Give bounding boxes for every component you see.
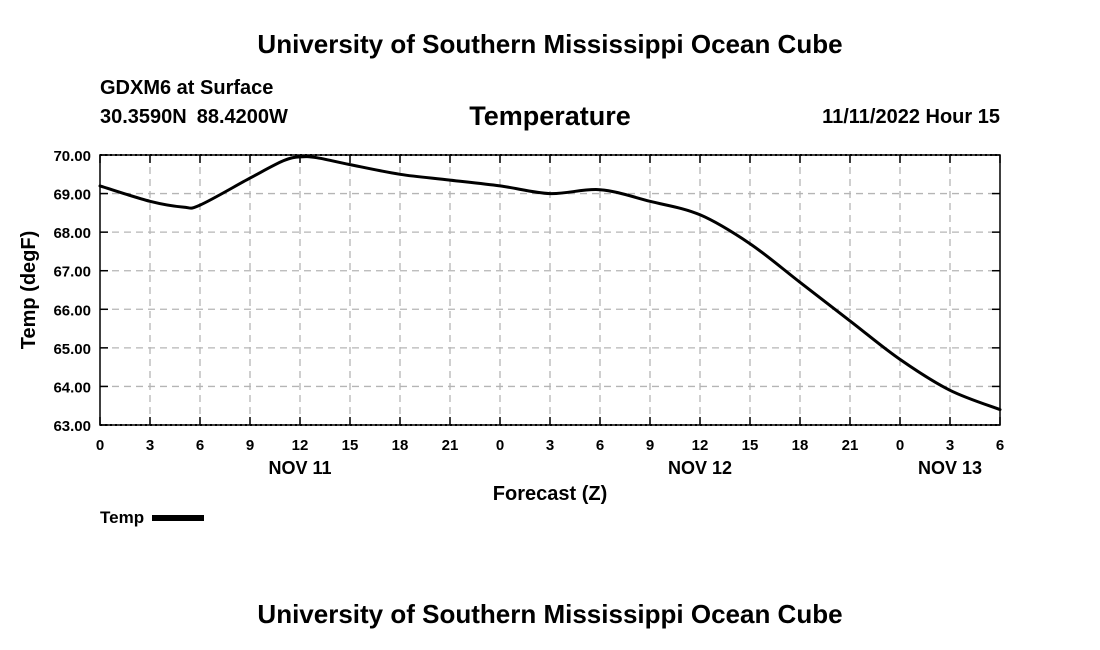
x-tick-label: 15 bbox=[742, 437, 759, 454]
y-axis-label: Temp (degF) bbox=[18, 231, 40, 350]
x-tick-label: 6 bbox=[196, 437, 204, 454]
x-tick-label: 3 bbox=[146, 437, 154, 454]
x-tick-label: 12 bbox=[692, 437, 709, 454]
x-axis-ticks: 0 3 6 9 12 15 18 21 0 3 6 9 12 15 18 21 0 3 6 bbox=[96, 155, 1004, 454]
x-tick-label: 3 bbox=[946, 437, 954, 454]
y-tick-label: 65.00 bbox=[53, 341, 91, 358]
x-tick-label: 9 bbox=[646, 437, 654, 454]
x-tick-label: 6 bbox=[596, 437, 604, 454]
x-tick-label: 21 bbox=[842, 437, 859, 454]
coordinates: 30.3590N 88.4200W bbox=[100, 106, 298, 129]
date-label: NOV 11 bbox=[268, 458, 331, 478]
y-axis-ticks: 63.00 64.00 65.00 66.00 67.00 68.00 69.00 70.00 bbox=[53, 148, 1000, 435]
y-tick-label: 63.00 bbox=[53, 418, 91, 435]
x-tick-label: 6 bbox=[996, 437, 1004, 454]
valid-time: 11/11/2022 Hour 15 bbox=[822, 106, 1000, 128]
series-line-temp bbox=[98, 155, 1002, 412]
x-tick-label: 9 bbox=[246, 437, 254, 454]
x-tick-label: 0 bbox=[496, 437, 504, 454]
x-tick-label: 15 bbox=[342, 437, 359, 454]
y-tick-label: 67.00 bbox=[53, 264, 91, 281]
legend: Temp bbox=[100, 508, 205, 528]
station-label: GDXM6 at Surface bbox=[100, 77, 274, 99]
page-title: University of Southern Mississippi Ocean… bbox=[257, 29, 843, 59]
longitude: 88.4200W bbox=[196, 106, 288, 128]
y-tick-label: 70.00 bbox=[53, 148, 91, 165]
x-tick-label: 0 bbox=[96, 437, 104, 454]
x-tick-label: 3 bbox=[546, 437, 554, 454]
legend-label: Temp bbox=[100, 508, 145, 527]
x-tick-label: 12 bbox=[292, 437, 309, 454]
y-tick-label: 68.00 bbox=[53, 225, 91, 242]
grid bbox=[100, 155, 1000, 425]
x-tick-label: 21 bbox=[442, 437, 459, 454]
y-tick-label: 64.00 bbox=[53, 379, 91, 396]
date-label: NOV 12 bbox=[668, 458, 732, 478]
date-label: NOV 13 bbox=[918, 458, 982, 478]
y-tick-label: 66.00 bbox=[53, 302, 91, 319]
date-labels: NOV 11 NOV 12 NOV 13 bbox=[268, 458, 982, 478]
x-tick-label: 0 bbox=[896, 437, 904, 454]
chart-title: Temperature bbox=[469, 101, 631, 131]
y-tick-label: 69.00 bbox=[53, 187, 91, 204]
footer-title: University of Southern Mississippi Ocean… bbox=[257, 599, 843, 629]
legend-swatch bbox=[152, 515, 205, 521]
latitude: 30.3590N bbox=[100, 106, 187, 128]
x-tick-label: 18 bbox=[792, 437, 809, 454]
x-tick-label: 18 bbox=[392, 437, 409, 454]
x-axis-label: Forecast (Z) bbox=[493, 483, 607, 505]
